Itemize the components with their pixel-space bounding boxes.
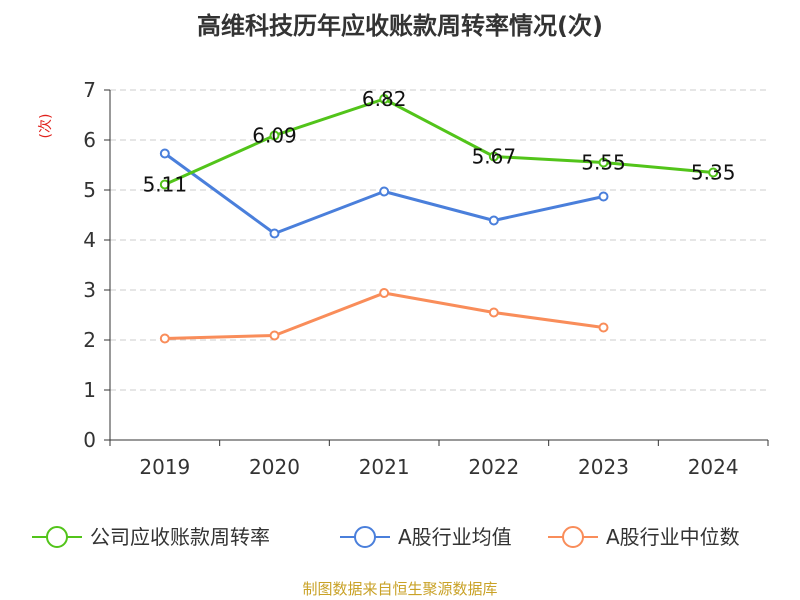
data-source-note: 制图数据来自恒生聚源数据库 bbox=[302, 580, 497, 598]
series-point-1 bbox=[269, 228, 280, 239]
legend-marker-1 bbox=[354, 526, 376, 548]
axes: 0 1 2 3 4 5 6 7 2019 2020 2021 2022 2023 2024 bbox=[83, 78, 769, 479]
data-label: 5.67 bbox=[472, 145, 517, 169]
x-tick-label: 2022 bbox=[468, 455, 519, 479]
series-point-0 bbox=[708, 167, 719, 178]
legend-label-1: A股行业均值 bbox=[398, 525, 512, 549]
legend-marker-0 bbox=[46, 526, 68, 548]
legend-label-0: 公司应收账款周转率 bbox=[90, 525, 270, 549]
x-tick-label: 2020 bbox=[249, 455, 300, 479]
series-point-1 bbox=[379, 186, 390, 197]
data-label: 5.35 bbox=[691, 161, 736, 185]
series-point-0 bbox=[379, 94, 390, 104]
data-label: 6.09 bbox=[252, 124, 297, 148]
y-tick-label: 0 bbox=[83, 428, 96, 452]
y-tick-label: 4 bbox=[83, 228, 96, 252]
legend: 公司应收账款周转率 A股行业均值 A股行业中位数 bbox=[32, 525, 740, 549]
series-point-0 bbox=[598, 157, 609, 168]
series-line-0 bbox=[164, 97, 714, 186]
data-labels: 5.11 6.09 6.82 5.67 5.55 5.35 bbox=[143, 87, 736, 197]
data-label: 5.11 bbox=[143, 173, 188, 197]
series-point-0 bbox=[488, 151, 499, 162]
series-point-1 bbox=[598, 191, 609, 202]
y-tick-label: 1 bbox=[83, 378, 96, 402]
y-tick-label: 7 bbox=[83, 78, 96, 102]
series-point-1 bbox=[159, 148, 170, 159]
x-tick-label: 2021 bbox=[359, 455, 410, 479]
y-tick-label: 3 bbox=[83, 278, 96, 302]
y-tick-label: 6 bbox=[83, 128, 96, 152]
data-label: 5.55 bbox=[581, 151, 626, 175]
y-tick-label: 5 bbox=[83, 178, 96, 202]
series-point-2 bbox=[488, 307, 499, 318]
y-tick-label: 2 bbox=[83, 328, 96, 352]
data-label: 6.82 bbox=[362, 87, 407, 111]
series-point-2 bbox=[159, 333, 170, 344]
y-axis-label: (次) bbox=[38, 114, 54, 139]
x-tick-label: 2024 bbox=[688, 455, 739, 479]
series-point-2 bbox=[379, 288, 390, 298]
series-point-1 bbox=[488, 215, 499, 226]
series-point-0 bbox=[159, 179, 170, 190]
series-point-0 bbox=[269, 130, 280, 141]
chart-title: 高维科技历年应收账款周转率情况(次) bbox=[197, 12, 603, 40]
grid-lines bbox=[110, 89, 768, 391]
series-point-2 bbox=[269, 330, 280, 341]
legend-marker-2 bbox=[562, 526, 584, 548]
legend-label-2: A股行业中位数 bbox=[606, 525, 740, 549]
series-line-2 bbox=[164, 291, 604, 340]
x-tick-label: 2023 bbox=[578, 455, 629, 479]
x-tick-label: 2019 bbox=[139, 455, 190, 479]
series-point-2 bbox=[598, 322, 609, 333]
series-layer bbox=[159, 94, 719, 344]
